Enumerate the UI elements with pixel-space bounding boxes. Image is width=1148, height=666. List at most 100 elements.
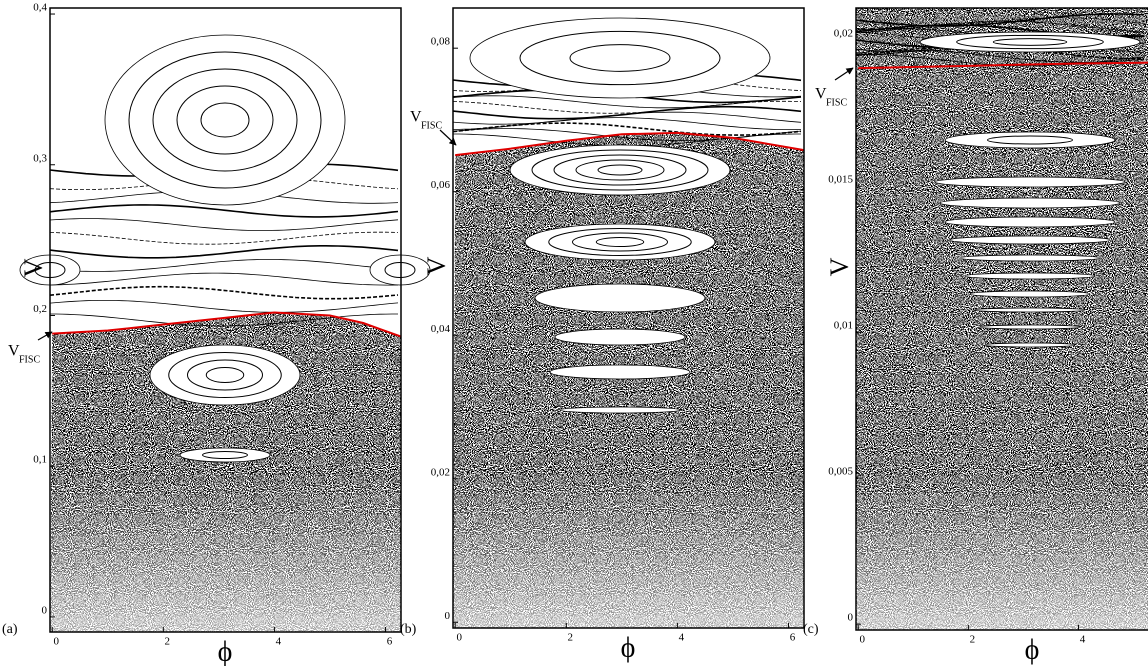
island bbox=[509, 144, 731, 196]
x-tick-label: 0 bbox=[859, 634, 865, 646]
speckle bbox=[856, 8, 1148, 630]
invariant-curve bbox=[49, 218, 399, 231]
island-ring bbox=[548, 228, 692, 256]
island bbox=[964, 272, 1096, 280]
island bbox=[969, 290, 1091, 298]
invariant-curve bbox=[855, 13, 1145, 27]
y-label: V bbox=[422, 256, 451, 275]
y-tick-label: 0,4 bbox=[33, 2, 47, 14]
annotation-arrow bbox=[37, 331, 53, 341]
island bbox=[524, 223, 716, 261]
island-ring bbox=[384, 262, 416, 278]
island-ring bbox=[168, 352, 282, 398]
annotation-sub: FISC bbox=[19, 354, 40, 365]
y-tick-label: 0 bbox=[848, 612, 854, 624]
island-ring bbox=[553, 154, 687, 186]
island-ring bbox=[597, 164, 643, 176]
chaotic-sea bbox=[856, 8, 1148, 630]
island bbox=[919, 31, 1141, 53]
island-ring bbox=[205, 367, 245, 383]
y-label: V bbox=[19, 258, 48, 277]
invariant-curve bbox=[49, 245, 399, 259]
island bbox=[149, 344, 301, 406]
panel-label: (c) bbox=[803, 622, 819, 637]
island bbox=[549, 364, 691, 380]
island-ring bbox=[187, 359, 263, 391]
island bbox=[959, 254, 1101, 262]
island-ring bbox=[956, 34, 1104, 50]
x-tick-label: 6 bbox=[790, 632, 796, 644]
frame bbox=[452, 7, 805, 629]
island-ring bbox=[200, 102, 250, 138]
y-tick-label: 0,005 bbox=[828, 466, 853, 478]
annotation: V bbox=[410, 109, 422, 126]
frame bbox=[49, 7, 402, 633]
x-tick-label: 4 bbox=[276, 636, 282, 648]
island bbox=[944, 216, 1116, 228]
y-label: V bbox=[825, 257, 854, 276]
island-ring bbox=[519, 30, 721, 86]
island bbox=[984, 342, 1076, 348]
island-ring bbox=[202, 451, 248, 459]
invariant-curve bbox=[49, 285, 399, 300]
island bbox=[179, 447, 271, 463]
x-tick-label: 6 bbox=[387, 636, 393, 648]
x-label: ϕ bbox=[621, 632, 636, 663]
x-tick-label: 4 bbox=[679, 632, 685, 644]
invariant-curve bbox=[855, 17, 1145, 30]
y-tick-label: 0,02 bbox=[431, 466, 450, 478]
island bbox=[939, 197, 1121, 209]
island bbox=[104, 34, 346, 206]
y-tick-label: 0,06 bbox=[431, 179, 451, 191]
x-tick-label: 2 bbox=[165, 636, 171, 648]
island-ring bbox=[152, 68, 298, 172]
y-tick-label: 0,015 bbox=[828, 174, 853, 186]
x-tick-label: 2 bbox=[568, 632, 574, 644]
island bbox=[559, 406, 681, 414]
x-tick-label: 0 bbox=[456, 632, 462, 644]
x-tick-label: 4 bbox=[1080, 634, 1086, 646]
annotation-sub: FISC bbox=[826, 97, 847, 108]
invariant-curve bbox=[452, 117, 802, 130]
x-tick-label: 2 bbox=[970, 634, 976, 646]
annotation-arrow bbox=[834, 67, 854, 81]
island bbox=[979, 324, 1081, 330]
fisc-line bbox=[52, 311, 402, 338]
y-tick-label: 0 bbox=[445, 610, 451, 622]
invariant-curve bbox=[49, 259, 399, 272]
invariant-curve bbox=[49, 272, 399, 286]
island-ring bbox=[992, 38, 1068, 46]
y-tick-label: 0,2 bbox=[33, 303, 47, 315]
invariant-curve bbox=[49, 300, 399, 313]
frame bbox=[855, 7, 1148, 631]
invariant-curve bbox=[49, 204, 399, 218]
y-tick-label: 0 bbox=[42, 604, 48, 616]
y-tick-label: 0,1 bbox=[33, 454, 47, 466]
island bbox=[934, 176, 1126, 188]
island-ring bbox=[128, 51, 322, 189]
chaotic-sea bbox=[453, 132, 804, 628]
fisc-line bbox=[455, 131, 805, 157]
invariant-curve bbox=[452, 122, 802, 136]
y-tick-label: 0,3 bbox=[33, 152, 47, 164]
island-ring bbox=[595, 237, 645, 247]
island bbox=[369, 254, 431, 286]
island-ring bbox=[569, 44, 671, 72]
fisc-line bbox=[858, 61, 1148, 70]
x-label: ϕ bbox=[1025, 634, 1040, 665]
island-ring bbox=[531, 149, 709, 191]
x-tick-label: 0 bbox=[53, 636, 59, 648]
panel-label: (b) bbox=[400, 622, 417, 637]
y-tick-label: 0,01 bbox=[834, 320, 853, 332]
y-tick-label: 0,02 bbox=[834, 28, 853, 40]
y-tick-label: 0,08 bbox=[431, 36, 451, 48]
island bbox=[944, 131, 1116, 149]
x-label: ϕ bbox=[218, 636, 233, 666]
island bbox=[554, 328, 686, 346]
invariant-curve bbox=[452, 100, 802, 114]
island-ring bbox=[987, 135, 1073, 145]
